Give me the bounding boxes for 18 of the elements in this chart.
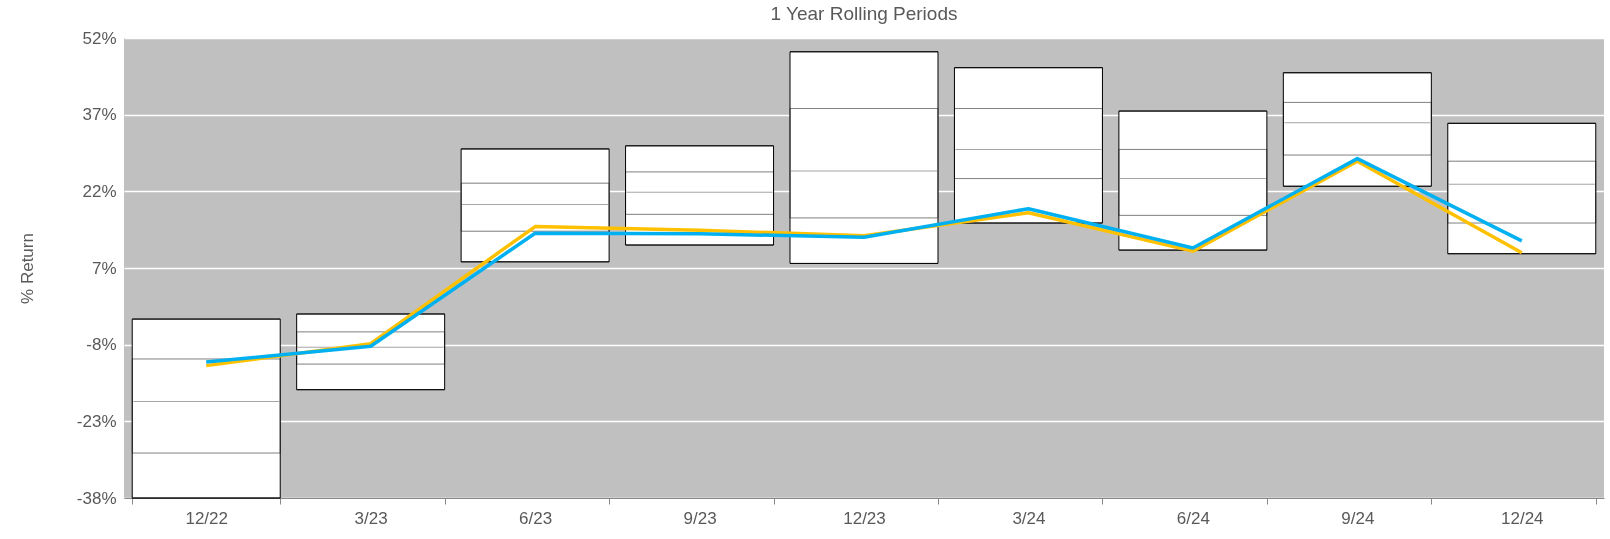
x-tick-label: 3/23 — [354, 508, 388, 528]
x-tick-label: 12/24 — [1501, 508, 1544, 528]
x-tick-label: 12/23 — [843, 508, 886, 528]
y-tick-label: 22% — [82, 181, 117, 201]
y-tick-label: 7% — [91, 258, 117, 278]
x-tick-label: 9/24 — [1341, 508, 1375, 528]
x-tick-label: 6/24 — [1176, 508, 1210, 528]
chart-title: 1 Year Rolling Periods — [770, 3, 958, 24]
x-tick-label: 9/23 — [683, 508, 717, 528]
y-tick-label: -38% — [76, 488, 117, 508]
x-tick-label: 6/23 — [519, 508, 553, 528]
x-tick-label: 12/22 — [185, 508, 228, 528]
x-tick-label: 3/24 — [1012, 508, 1046, 528]
y-axis-title: % Return — [17, 233, 37, 304]
y-tick-label: -23% — [76, 411, 117, 431]
y-tick-label: 52% — [82, 28, 117, 48]
y-tick-label: -8% — [86, 335, 117, 355]
y-tick-label: 37% — [82, 105, 117, 125]
